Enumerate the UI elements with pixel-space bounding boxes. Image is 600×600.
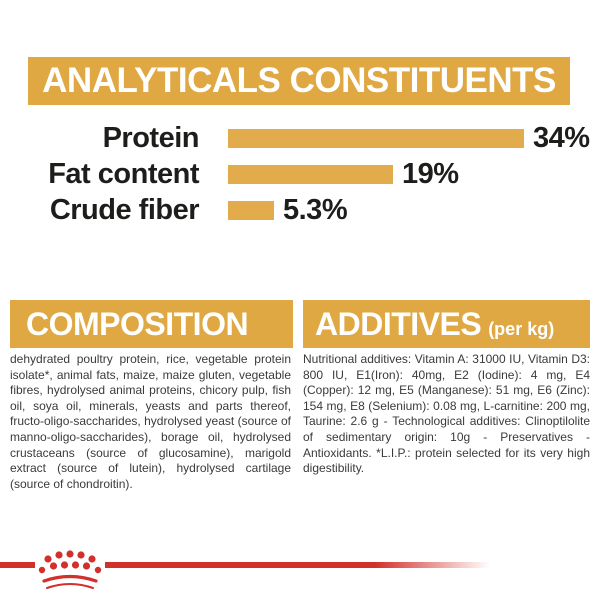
analyticals-title-band: ANALYTICALS CONSTITUENTS <box>28 57 570 105</box>
chart-bar <box>228 164 393 184</box>
chart-value-label: 5.3% <box>283 193 348 226</box>
chart-row: Protein 34% <box>0 122 600 154</box>
composition-heading-band: COMPOSITION <box>10 300 293 348</box>
composition-text: dehydrated poultry protein, rice, vegeta… <box>10 352 291 491</box>
additives-heading: ADDITIVES <box>315 305 482 342</box>
chart-bar <box>228 128 524 148</box>
chart-row: Fat content 19% <box>0 158 600 190</box>
royal-canin-crown-logo-icon <box>38 550 102 589</box>
additives-heading-band: ADDITIVES (per kg) <box>303 300 590 348</box>
chart-value-label: 19% <box>402 157 459 190</box>
chart-category-label: Crude fiber <box>49 193 200 226</box>
composition-heading: COMPOSITION <box>26 305 249 342</box>
analytical-constituents-bar-chart: Protein 34% Fat content 19% Crude fiber 5.3% <box>0 122 600 226</box>
chart-value-label: 34% <box>533 121 590 154</box>
chart-row: Crude fiber 5.3% <box>0 194 600 226</box>
chart-bar <box>228 200 274 220</box>
additives-heading-suffix: (per kg) <box>488 319 555 339</box>
footer-stripe-left <box>0 562 35 568</box>
footer-stripe-right <box>105 562 490 568</box>
analyticals-title: ANALYTICALS CONSTITUENTS <box>42 61 556 100</box>
additives-text: Nutritional additives: Vitamin A: 31000 … <box>303 352 590 476</box>
chart-category-label: Protein <box>102 121 200 154</box>
chart-category-label: Fat content <box>48 157 199 190</box>
